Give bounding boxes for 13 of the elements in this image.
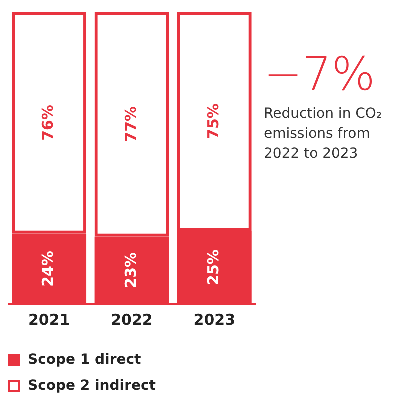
data-label: 75% [204,104,223,140]
x-tick-label: 2022 [111,310,153,329]
x-tick-label: 2021 [28,310,70,329]
legend-label: Scope 2 indirect [28,378,156,394]
text: −7% [264,47,377,101]
data-label: 23% [122,252,140,288]
x-tick-label: 2023 [194,310,236,329]
data-label: 25% [204,250,223,286]
legend-label: Scope 1 direct [28,352,142,368]
text: Reduction in CO₂ emissions from 2022 to 2023 [264,105,384,164]
data-label: 24% [39,251,58,287]
data-label: 76% [39,105,58,141]
data-label: 77% [122,106,140,142]
